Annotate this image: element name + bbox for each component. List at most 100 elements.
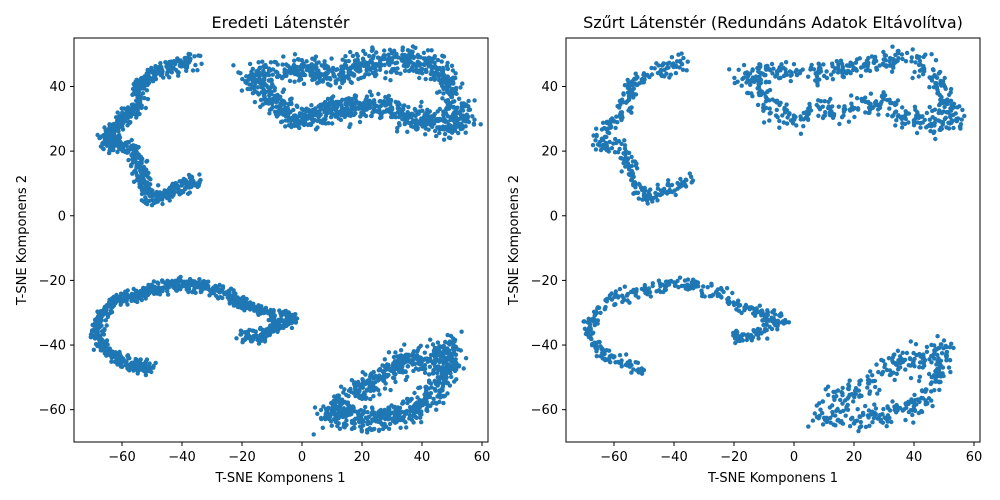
scatter-point [707,294,712,299]
scatter-point [887,106,892,111]
scatter-point [827,109,833,115]
scatter-point [410,64,415,70]
scatter-point [441,115,446,121]
scatter-point [373,374,378,380]
scatter-point [447,352,453,357]
scatter-point [888,100,893,106]
scatter-point [165,289,170,294]
scatter-point [701,284,706,289]
scatter-point [250,336,255,342]
scatter-point [237,305,243,310]
scatter-point [641,80,646,85]
scatter-point [368,102,373,107]
scatter-point [170,280,175,286]
scatter-point [143,195,148,200]
scatter-point [853,66,858,72]
scatter-point [346,58,351,64]
scatter-point [258,104,263,110]
scatter-point [348,407,354,412]
scatter-point [836,104,841,109]
scatter-point [261,310,267,316]
scatter-point [133,143,138,149]
scatter-point [398,417,403,423]
scatter-point [794,123,799,128]
scatter-point [369,93,374,98]
scatter-point [120,148,126,154]
scatter-point [767,106,772,111]
scatter-point [144,357,150,362]
cluster-lower-right-block [806,334,956,434]
scatter-point [837,121,842,127]
scatter-point [101,339,106,344]
scatter-point [460,81,465,86]
scatter-point [824,69,829,74]
scatter-point [328,419,334,424]
scatter-point [190,289,195,295]
scatter-point [392,359,398,364]
scatter-point [183,58,188,63]
scatter-point [143,296,148,301]
scatter-point [594,354,599,359]
scatter-point [931,130,936,136]
scatter-point [780,113,785,118]
scatter-point [389,56,394,61]
scatter-point [668,279,674,284]
scatter-point [758,91,763,96]
scatter-point [134,113,139,119]
scatter-point [815,77,821,82]
scatter-point [433,388,438,393]
scatter-point [816,66,822,71]
scatter-point [102,327,107,332]
scatter-point [238,299,243,304]
scatter-point [665,189,670,195]
scatter-point [684,68,689,73]
scatter-point [880,93,885,98]
scatter-point [436,365,441,370]
scatter-point [936,118,941,123]
scatter-point [607,139,612,145]
scatter-point [354,51,359,57]
scatter-point [342,65,347,70]
scatter-point [377,366,383,372]
scatter-point [472,117,477,122]
scatter-point [866,110,871,116]
scatter-point [172,59,177,64]
scatter-point [761,105,766,110]
scatter-point [370,110,375,115]
scatter-point [785,115,790,120]
scatter-point [109,296,115,301]
scatter-point [847,107,853,112]
scatter-point [116,139,121,145]
scatter-point [352,421,357,426]
scatter-point [397,102,402,107]
scatter-point [433,364,438,369]
scatter-point [411,368,416,374]
scatter-point [949,118,954,123]
scatter-point [266,72,272,78]
scatter-point [602,351,607,357]
scatter-point [658,192,663,198]
scatter-point [233,294,238,299]
scatter-point [445,332,450,338]
scatter-point [758,62,763,67]
scatter-point [586,316,591,321]
scatter-point [231,63,236,68]
scatter-point [346,113,351,118]
scatter-point [296,57,302,62]
scatter-point [361,102,366,108]
scatter-point [294,316,300,321]
scatter-point [429,57,434,62]
scatter-point [383,70,389,75]
scatter-point [619,117,624,123]
scatter-point [648,187,653,192]
scatter-point [454,367,459,372]
scatter-point [291,62,297,68]
scatter-point [592,322,597,328]
scatter-point [270,318,276,323]
scatter-point [748,82,753,88]
scatter-point [101,332,107,337]
scatter-point [306,67,311,72]
scatter-point [885,112,890,118]
scatter-point [761,120,767,125]
scatter-point [135,95,140,100]
